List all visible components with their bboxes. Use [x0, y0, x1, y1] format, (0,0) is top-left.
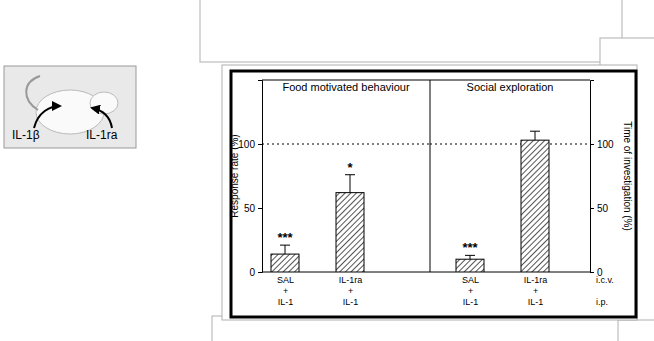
error-stem	[535, 131, 536, 140]
tick: 50	[590, 203, 609, 214]
bar	[521, 140, 549, 272]
tick-label: 100	[597, 139, 614, 150]
reference-line	[430, 144, 590, 145]
tick-mark	[590, 272, 594, 273]
x-axis: SAL+IL-1 IL-1ra+IL-1	[462, 275, 547, 307]
error-stem	[285, 245, 286, 254]
category-label: IL-1ra+IL-1	[524, 275, 548, 307]
tick: 0	[249, 267, 262, 278]
panel-title: Food motivated behaviour	[282, 81, 410, 93]
slide-page	[200, 0, 622, 62]
tick-label: 50	[597, 203, 609, 214]
panel-frame	[262, 80, 590, 272]
error-cap	[530, 131, 540, 132]
tick: SAL+IL-1	[462, 275, 479, 307]
row-label: i.p.	[596, 297, 608, 307]
bar	[271, 254, 299, 272]
error-bar	[530, 131, 540, 140]
axis-title: Time of investigation (%)	[622, 121, 633, 231]
axis-line	[258, 81, 263, 273]
error-stem	[470, 255, 471, 259]
plot-marks	[430, 131, 590, 272]
frame-line	[430, 80, 431, 272]
y-axis: 050100	[590, 81, 614, 278]
tick-label: 100	[238, 139, 255, 150]
mouse-tail	[26, 76, 40, 110]
image-label: IL-1β	[12, 128, 40, 142]
row-label: i.c.v.	[596, 275, 614, 285]
mouse-head	[90, 92, 118, 114]
reference-line	[262, 144, 430, 145]
significance: ***	[277, 230, 293, 245]
arrow	[34, 106, 60, 128]
tick: IL-1ra+IL-1	[524, 275, 548, 307]
tick-mark	[258, 208, 262, 209]
axis-title: Response rate (%)	[229, 134, 240, 217]
tick: SAL+IL-1	[277, 275, 294, 307]
bar	[456, 259, 484, 272]
category-label: IL-1ra+IL-1	[339, 275, 363, 307]
error-bar	[465, 255, 475, 259]
tick-mark	[258, 144, 262, 145]
error-stem	[350, 175, 351, 193]
tick: 50	[244, 203, 262, 214]
y-axis: 0 50 100	[238, 81, 262, 278]
category-label: SAL+IL-1	[277, 275, 294, 307]
significance: ***	[462, 240, 478, 255]
significance: *	[347, 160, 353, 175]
tick-mark	[258, 272, 262, 273]
tick-mark	[590, 208, 594, 209]
tick-mark	[590, 144, 594, 145]
error-bar	[280, 245, 290, 254]
tick: 100	[238, 139, 262, 150]
axis-line	[591, 81, 595, 273]
error-bar	[345, 175, 355, 193]
tick-label: 0	[249, 267, 255, 278]
figure-frame	[231, 71, 636, 317]
tick: IL-1ra+IL-1	[339, 275, 363, 307]
slide-page	[222, 65, 637, 320]
panel-title: Social exploration	[467, 81, 554, 93]
canvas: IL-1βIL-1ra050100****Food motivated beha…	[0, 0, 654, 341]
photo-frame	[4, 66, 136, 148]
x-axis: SAL+IL-1 IL-1ra+IL-1	[277, 275, 362, 307]
mouse-picture: IL-1β IL-1ra	[4, 66, 136, 148]
image-label: IL-1ra	[86, 128, 118, 142]
tick: 100	[590, 139, 614, 150]
plot-marks	[262, 144, 430, 272]
bar	[336, 193, 364, 272]
tick-label: 50	[244, 203, 256, 214]
category-label: SAL+IL-1	[462, 275, 479, 307]
arrow	[92, 108, 112, 128]
